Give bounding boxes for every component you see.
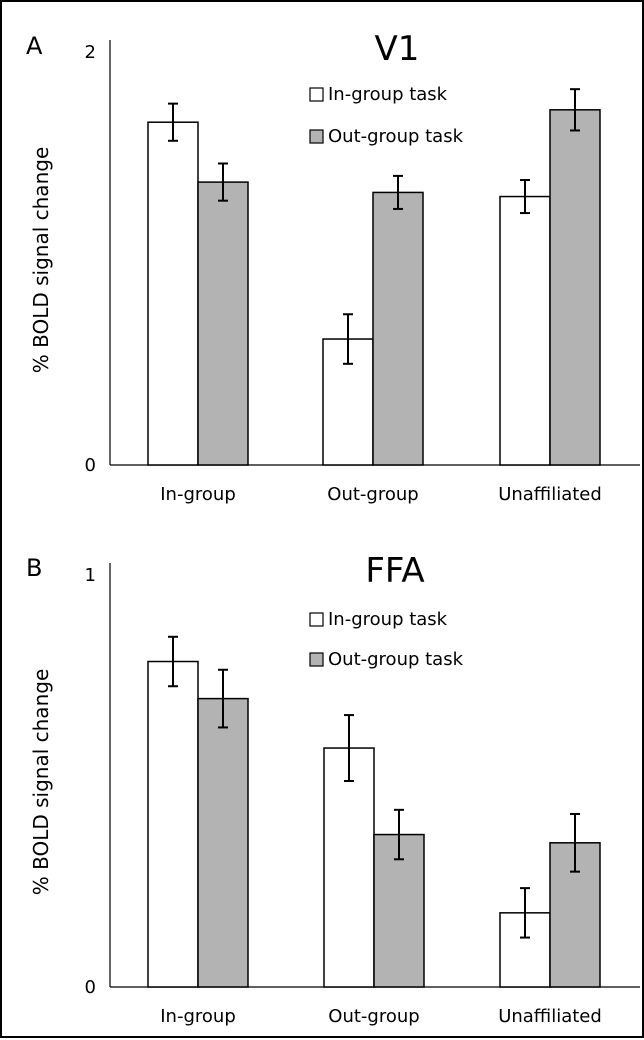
panel-b-bar-in-group-in-group-task — [147, 660, 199, 988]
panel-b-category-in-group: In-group — [160, 1006, 236, 1027]
panel-b-legend-label-in-group-task: In-group task — [328, 609, 448, 630]
panel-b-y-tick-1: 1 — [85, 565, 96, 586]
panel-b-category-out-group: Out-group — [328, 1006, 419, 1027]
panel-a-category-out-group: Out-group — [327, 484, 418, 505]
panel-a-letter: A — [26, 32, 43, 60]
panel-b-letter: B — [26, 554, 42, 582]
panel-a-legend-label-in-group-task: In-group task — [328, 84, 448, 105]
panel-a-ylabel: % BOLD signal change — [29, 147, 53, 374]
panel-b-legend-label-out-group-task: Out-group task — [328, 649, 464, 670]
panel-b-bar-in-group-out-group-task — [197, 697, 249, 988]
panel-b-category-unaffiliated: Unaffiliated — [498, 1006, 602, 1027]
panel-a-bar-in-group-in-group-task — [147, 121, 199, 466]
panel-a-legend-swatch-in-group-task — [309, 87, 324, 102]
panel-a-bar-in-group-out-group-task — [197, 181, 249, 466]
panel-a-y-tick-2: 2 — [85, 42, 96, 63]
panel-a-bar-out-group-out-group-task — [372, 191, 424, 466]
panel-a-title: V1 — [375, 29, 420, 69]
panel-b-legend-swatch-in-group-task — [309, 612, 324, 627]
panel-a-bar-unaffiliated-out-group-task — [549, 109, 601, 466]
panel-a-category-in-group: In-group — [160, 484, 236, 505]
panel-b-legend-swatch-out-group-task — [309, 652, 324, 667]
panel-b-ylabel: % BOLD signal change — [29, 669, 53, 896]
panel-b-title: FFA — [365, 551, 424, 591]
panel-a-category-unaffiliated: Unaffiliated — [498, 484, 602, 505]
panel-a-y-tick-0: 0 — [85, 455, 96, 476]
panel-a-legend-swatch-out-group-task — [309, 129, 324, 144]
panel-a-bar-unaffiliated-in-group-task — [499, 195, 551, 466]
panel-a-legend-label-out-group-task: Out-group task — [328, 126, 464, 147]
panel-b-bar-out-group-in-group-task — [323, 747, 375, 988]
panel-b-y-tick-0: 0 — [85, 977, 96, 998]
